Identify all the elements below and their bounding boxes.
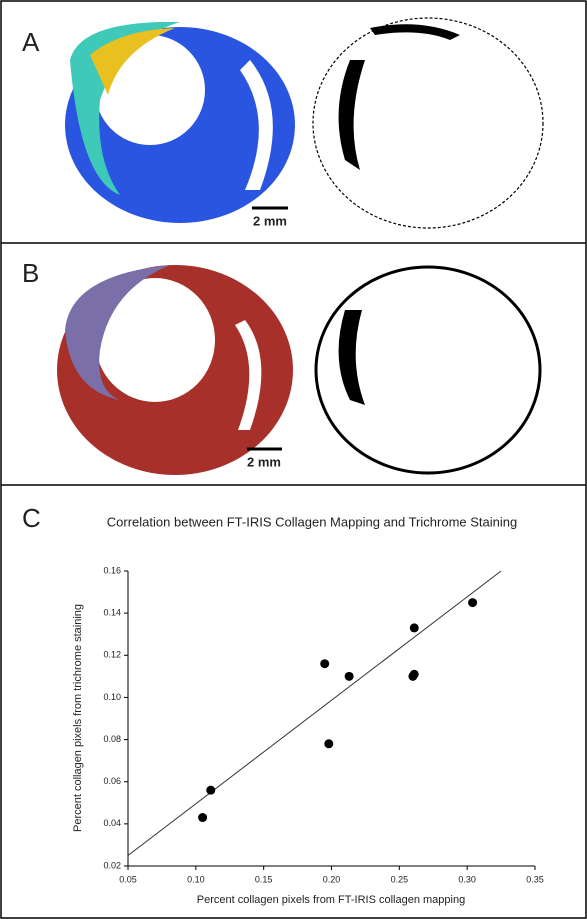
y-tick-label: 0.08 — [103, 734, 121, 744]
x-tick-label: 0.25 — [391, 874, 409, 884]
y-tick-label: 0.12 — [103, 650, 121, 660]
panel-label: C — [22, 503, 41, 533]
ftiris-threshold — [312, 17, 544, 229]
x-tick-label: 0.35 — [526, 874, 544, 884]
panel-label: B — [22, 258, 39, 288]
point — [409, 669, 419, 679]
panel-label: A — [22, 27, 40, 57]
scale-label: 2 mm — [247, 454, 281, 469]
y-tick-label: 0.16 — [103, 565, 121, 575]
point — [320, 659, 330, 669]
point — [206, 785, 216, 795]
point — [468, 598, 478, 608]
point — [324, 739, 334, 749]
y-axis-label: Percent collagen pixels from trichrome s… — [72, 604, 84, 832]
chart-title: Correlation between FT-IRIS Collagen Map… — [107, 514, 517, 529]
x-tick-label: 0.15 — [255, 874, 273, 884]
x-tick-label: 0.05 — [119, 874, 137, 884]
scale-label: 2 mm — [253, 213, 287, 228]
x-tick-label: 0.20 — [323, 874, 341, 884]
point — [198, 813, 208, 823]
y-tick-label: 0.02 — [103, 860, 121, 870]
y-tick-label: 0.10 — [103, 692, 121, 702]
x-axis-label: Percent collagen pixels from FT-IRIS col… — [197, 894, 465, 906]
point — [344, 671, 354, 681]
y-tick-label: 0.06 — [103, 776, 121, 786]
point — [409, 623, 419, 633]
x-tick-label: 0.10 — [187, 874, 205, 884]
ftiris-map — [65, 21, 295, 223]
trichrome-stain — [57, 265, 293, 475]
y-tick-label: 0.04 — [103, 818, 121, 828]
x-tick-label: 0.30 — [458, 874, 476, 884]
fit-line — [127, 570, 502, 856]
y-tick-label: 0.14 — [103, 608, 121, 618]
trichrome-threshold — [314, 265, 542, 475]
